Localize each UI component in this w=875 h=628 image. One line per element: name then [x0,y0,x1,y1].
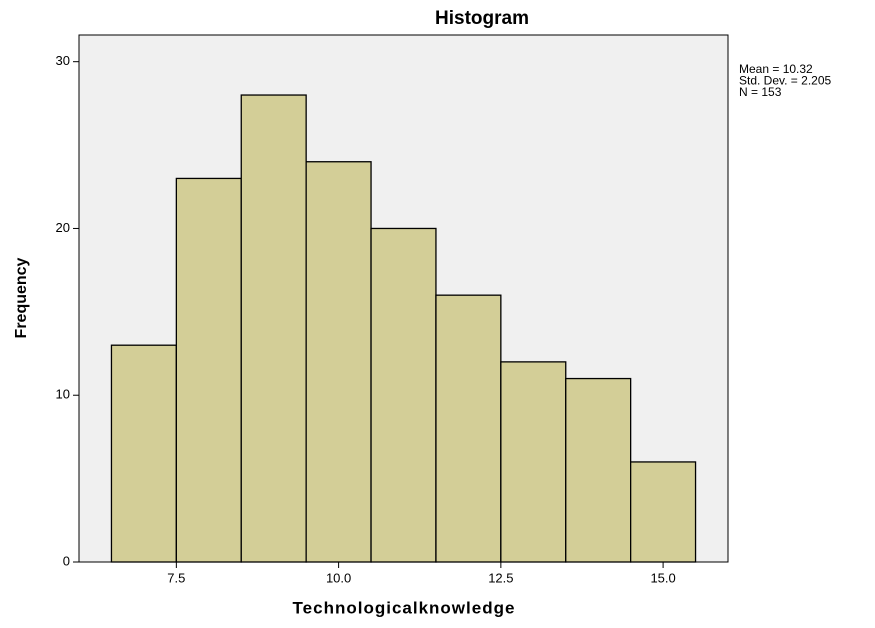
y-axis-label: Frequency [13,257,30,338]
bar [370,227,437,563]
stats-annotation: Std. Dev. = 2.205 [739,74,831,88]
x-tick-label: 15.0 [650,570,675,585]
bar [630,461,697,563]
bar [565,377,632,563]
bar [435,294,502,563]
y-tick-label: 30 [56,53,70,68]
stats-annotation: N = 153 [739,85,782,99]
x-tick-label: 10.0 [326,570,351,585]
y-tick-label: 20 [56,220,70,235]
bar [110,344,177,563]
x-tick-label: 7.5 [167,570,185,585]
chart-title: Histogram [435,8,529,29]
y-tick-label: 10 [56,387,70,402]
bar [175,177,242,563]
y-tick-label: 0 [63,553,70,568]
bar [305,161,372,563]
bar [240,94,307,563]
x-tick-label: 12.5 [488,570,513,585]
bar [500,361,567,563]
x-axis-label: Technologicalknowledge [293,598,516,617]
stats-annotation: Mean = 10.32 [739,62,813,76]
